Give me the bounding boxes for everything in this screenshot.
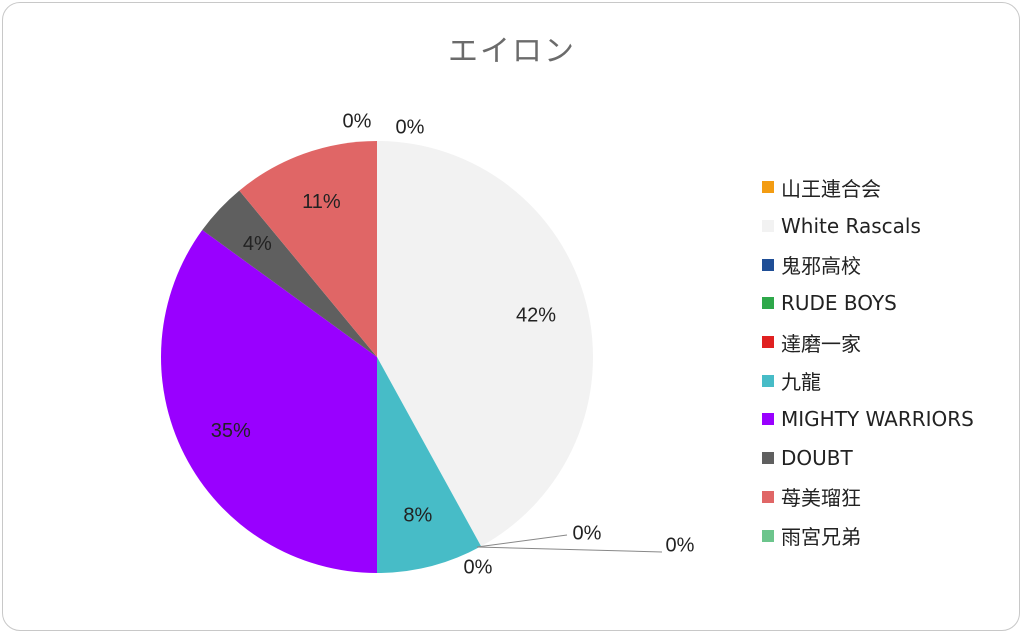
- data-label: 11%: [302, 191, 341, 213]
- legend-swatch: [762, 529, 774, 542]
- legend-item: 九龍: [762, 361, 974, 400]
- leader-line: [476, 546, 663, 553]
- leader-line: [476, 534, 568, 548]
- legend-label: DOUBT: [781, 446, 853, 471]
- legend-label: 達磨一家: [781, 331, 861, 356]
- legend-label: 鬼邪高校: [781, 254, 861, 279]
- data-label: 0%: [666, 534, 695, 556]
- data-label: 35%: [211, 420, 251, 442]
- legend-swatch: [762, 336, 774, 349]
- pie-slice: [377, 357, 482, 573]
- legend-swatch: [762, 452, 774, 465]
- legend-item: 苺美瑠狂: [762, 478, 974, 517]
- legend-item: RUDE BOYS: [762, 284, 974, 323]
- legend-item: DOUBT: [762, 439, 974, 478]
- pie-slice: [161, 230, 377, 573]
- legend-item: MIGHTY WARRIORS: [762, 400, 974, 439]
- legend-swatch: [762, 374, 774, 387]
- legend-label: RUDE BOYS: [781, 291, 897, 316]
- pie-slice: [239, 141, 377, 357]
- chart-legend: 山王連合会 White Rascals 鬼邪高校 RUDE BOYS 達磨一家九龍 MIG…: [762, 168, 974, 555]
- legend-label: MIGHTY WARRIORS: [781, 407, 974, 432]
- data-label: 42%: [516, 304, 556, 326]
- legend-swatch: [762, 490, 774, 503]
- legend-swatch: [762, 297, 774, 310]
- data-label: 8%: [403, 504, 432, 526]
- data-label: 0%: [464, 556, 493, 578]
- legend-item: 山王連合会: [762, 168, 974, 207]
- legend-item: 雨宮兄弟: [762, 516, 974, 555]
- legend-item: 達磨一家: [762, 323, 974, 362]
- legend-swatch: [762, 413, 774, 426]
- legend-label: 雨宮兄弟: [781, 525, 861, 550]
- legend-item: 鬼邪高校: [762, 245, 974, 284]
- legend-swatch: [762, 220, 774, 233]
- legend-label: White Rascals: [781, 214, 921, 239]
- legend-swatch: [762, 258, 774, 271]
- data-label: 0%: [343, 110, 372, 132]
- legend-label: 山王連合会: [781, 176, 881, 201]
- data-label: 0%: [396, 116, 425, 138]
- data-label: 0%: [573, 522, 602, 544]
- chart-title: エイロン: [448, 34, 576, 69]
- pie-slice: [202, 190, 377, 357]
- pie-slice: [377, 141, 593, 547]
- data-label: 4%: [243, 233, 272, 255]
- legend-label: 苺美瑠狂: [781, 486, 861, 511]
- legend-label: 九龍: [781, 370, 821, 395]
- legend-item: White Rascals: [762, 207, 974, 246]
- legend-swatch: [762, 181, 774, 194]
